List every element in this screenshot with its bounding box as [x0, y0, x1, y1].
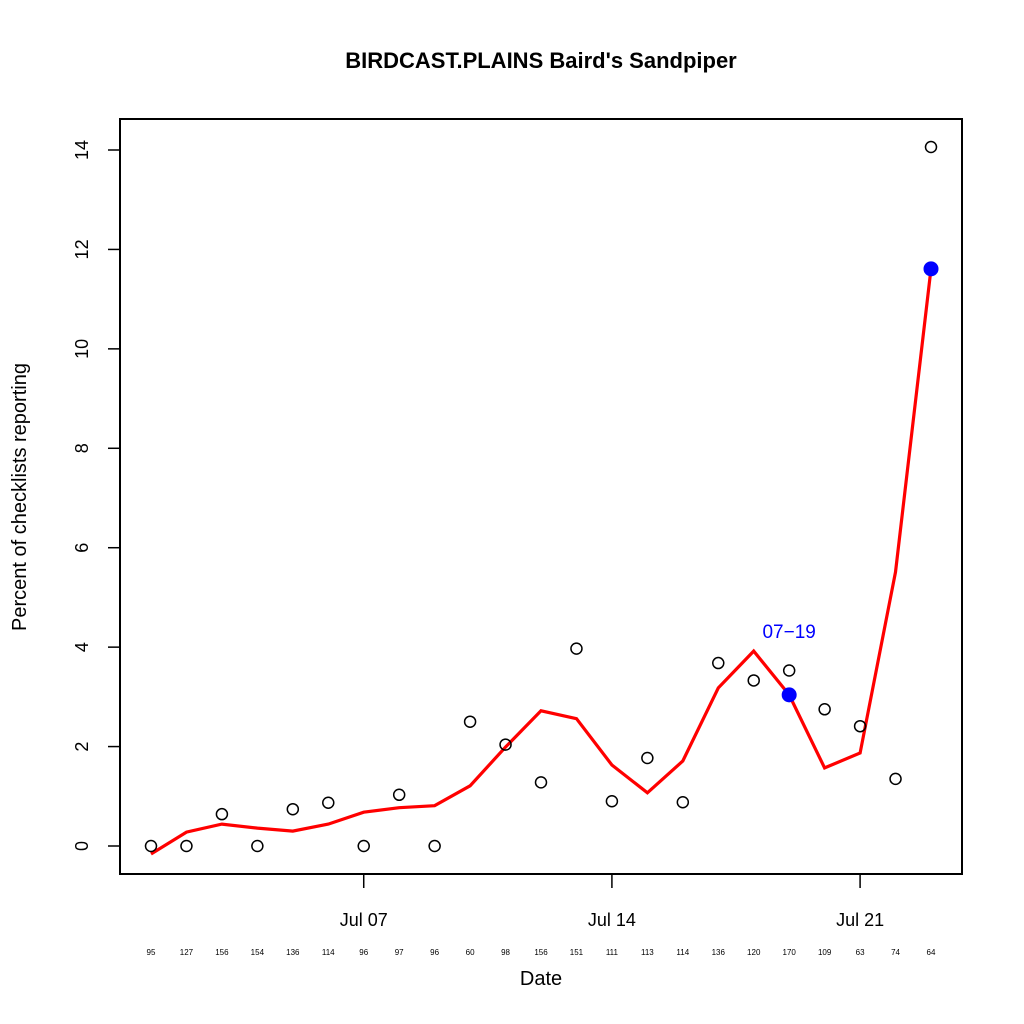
observed-point [322, 796, 335, 809]
checklist-count: 97 [395, 948, 404, 957]
checklist-count: 60 [466, 948, 475, 957]
observed-point [180, 839, 193, 853]
y-tick-label: 12 [72, 239, 92, 259]
y-tick-label: 4 [72, 642, 92, 652]
checklist-count: 98 [501, 948, 510, 957]
highlight-point [781, 687, 797, 703]
checklist-count: 64 [927, 948, 936, 957]
y-axis-label: Percent of checklists reporting [9, 363, 31, 631]
observed-point [676, 796, 690, 809]
checklist-count: 114 [676, 948, 689, 957]
observed-point [286, 802, 300, 816]
checklist-count: 74 [891, 948, 900, 957]
observed-point [392, 788, 406, 802]
highlight-date-label: 07−19 [762, 622, 815, 643]
y-tick-label: 0 [72, 841, 92, 851]
observed-point [818, 703, 831, 716]
observed-point [499, 738, 512, 751]
observed-point [251, 839, 264, 853]
y-tick-label: 10 [72, 339, 92, 359]
x-axis: Jul 07 Jul 14 Jul 21 [340, 874, 884, 930]
observed-point [712, 656, 725, 670]
checklist-count: 170 [783, 948, 797, 957]
y-tick-label: 8 [72, 443, 92, 453]
y-tick-label: 2 [72, 742, 92, 752]
x-tick-label: Jul 07 [340, 910, 388, 930]
checklist-count: 113 [641, 948, 654, 957]
checklist-count: 63 [856, 948, 865, 957]
checklist-count: 114 [322, 948, 335, 957]
observed-point [144, 839, 158, 853]
observed-points-series [144, 140, 938, 853]
y-tick-label: 14 [72, 140, 92, 160]
observed-point [853, 719, 867, 733]
observed-point [605, 795, 619, 808]
checklist-count: 136 [286, 948, 300, 957]
observed-point [641, 751, 654, 765]
y-axis: 0 2 4 6 8 10 12 14 [72, 140, 120, 851]
observed-point [463, 715, 477, 728]
x-axis-label: Date [520, 968, 562, 990]
observed-point [357, 839, 370, 853]
observed-point [570, 642, 583, 655]
observed-point [747, 674, 760, 687]
checklist-count: 154 [251, 948, 265, 957]
highlight-markers: 07−19 [762, 261, 939, 703]
observed-point [215, 807, 229, 821]
highlight-point [923, 261, 939, 277]
checklist-count: 120 [747, 948, 761, 957]
x-tick-label: Jul 14 [588, 910, 636, 930]
checklist-count: 156 [534, 948, 548, 957]
checklist-count: 151 [570, 948, 584, 957]
checklist-count: 156 [215, 948, 229, 957]
checklist-count: 96 [430, 948, 439, 957]
checklist-count: 109 [818, 948, 832, 957]
x-tick-label: Jul 21 [836, 910, 884, 930]
observed-point [782, 664, 796, 677]
observed-point [889, 772, 902, 786]
checklist-count-labels: 95 127 156 154 136 114 96 97 96 60 98 156 151 111 113 1… [147, 948, 936, 957]
smoothed-line-series [150, 268, 933, 856]
y-tick-label: 6 [72, 543, 92, 553]
observed-point [428, 839, 441, 853]
smoothed-line [150, 268, 933, 856]
checklist-count: 95 [147, 948, 156, 957]
checklist-count: 111 [606, 948, 619, 957]
checklist-count: 136 [712, 948, 726, 957]
observed-point [534, 776, 548, 789]
plot-frame [119, 118, 963, 875]
checklist-count: 127 [180, 948, 194, 957]
observed-point [924, 140, 938, 154]
checklist-count: 96 [359, 948, 368, 957]
chart-title: BIRDCAST.PLAINS Baird's Sandpiper [345, 48, 737, 73]
